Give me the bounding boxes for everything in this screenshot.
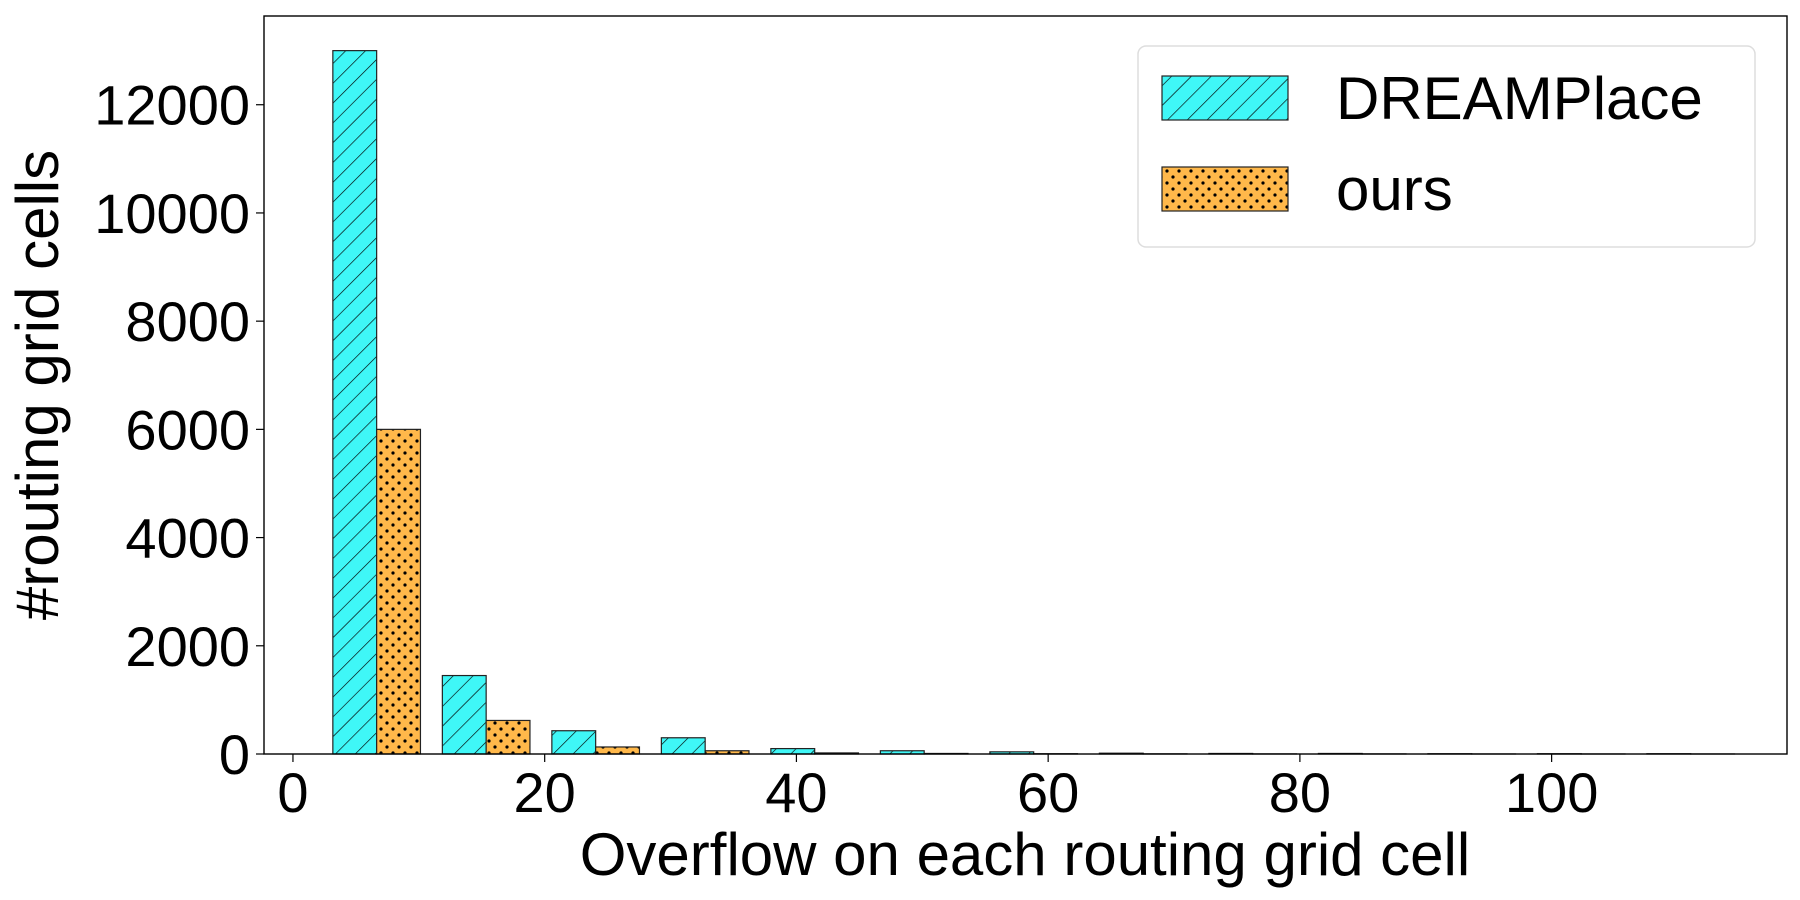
x-tick-label: 20: [514, 761, 576, 824]
legend-label: DREAMPlace: [1336, 65, 1703, 132]
y-tick-label: 4000: [125, 507, 250, 570]
y-tick-label: 8000: [125, 290, 250, 353]
y-tick-label: 6000: [125, 398, 250, 461]
y-tick-label: 12000: [94, 74, 250, 137]
legend-swatch-hatch: [1161, 75, 1289, 121]
bar-hatch: [485, 719, 531, 755]
bar: [551, 730, 597, 755]
y-axis-label: #routing grid cells: [4, 150, 71, 620]
bar: [332, 50, 378, 755]
x-tick-label: 80: [1269, 761, 1331, 824]
bar-hatch: [376, 428, 422, 755]
x-tick-label: 100: [1505, 761, 1598, 824]
bar: [485, 719, 531, 755]
x-tick-label: 0: [277, 761, 308, 824]
bar-hatch: [551, 730, 597, 755]
bar-hatch: [770, 747, 816, 755]
bar-hatch: [595, 746, 641, 755]
bar: [660, 737, 706, 755]
legend-swatch-hatch: [1161, 166, 1289, 212]
x-axis-label: Overflow on each routing grid cell: [580, 821, 1470, 888]
y-tick-label: 0: [219, 723, 250, 786]
y-tick-label: 2000: [125, 615, 250, 678]
plot-frame: [263, 15, 1788, 755]
bar-hatch: [332, 50, 378, 755]
x-tick-label: 60: [1017, 761, 1079, 824]
bar: [770, 747, 816, 755]
bar: [441, 674, 487, 755]
y-tick-label: 10000: [94, 182, 250, 245]
bar: [376, 428, 422, 755]
bar-hatch: [441, 674, 487, 755]
bar-hatch: [660, 737, 706, 755]
x-tick-label: 40: [765, 761, 827, 824]
legend-box: [1137, 45, 1756, 248]
legend-label: ours: [1336, 156, 1453, 223]
bar: [595, 746, 641, 755]
